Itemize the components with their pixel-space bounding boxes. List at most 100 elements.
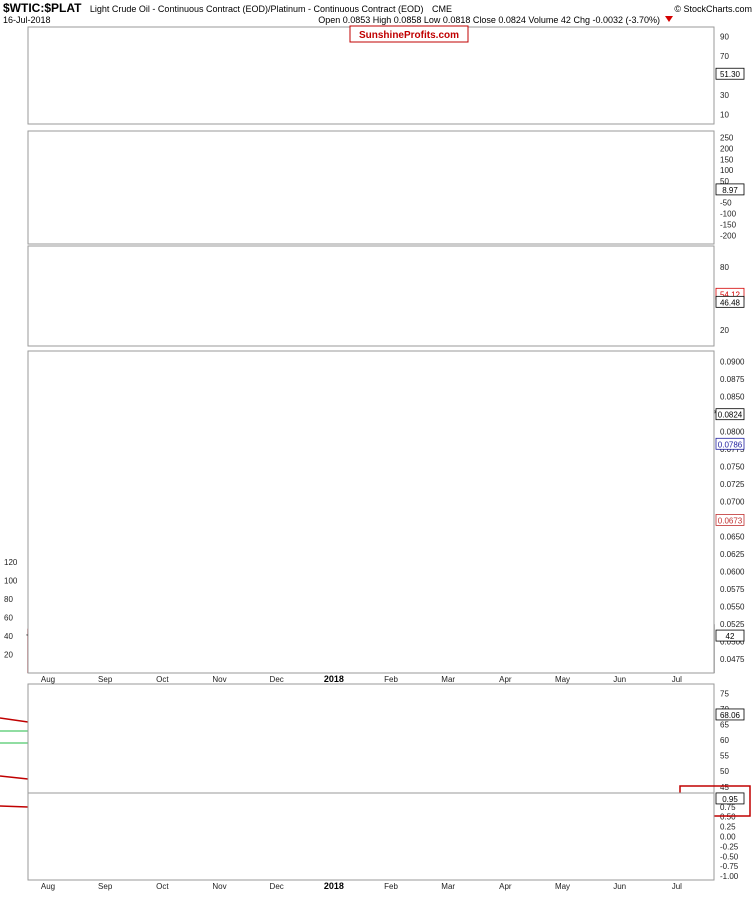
x-tick-label: 2018	[324, 881, 344, 891]
price-y-tick: 0.0575	[720, 585, 745, 594]
x-tick-label: Aug	[41, 675, 55, 684]
price-y-tick: 0.0750	[720, 463, 745, 472]
sto-y-tick: 80	[720, 263, 729, 272]
ma200-badge: 0.0673	[715, 514, 745, 526]
price-last-badge: 0.0824	[715, 408, 745, 421]
left-trend-red	[0, 717, 29, 723]
rsi-y-tick: 90	[720, 33, 729, 42]
x-tick-label: Jun	[613, 675, 626, 684]
volume-badge-box	[715, 629, 745, 642]
rsi-last-badge-box	[715, 67, 745, 80]
cci-y-tick: -200	[720, 231, 737, 240]
ma200-badge-box	[715, 514, 745, 526]
corr-y-tick: -0.25	[720, 842, 739, 851]
chart-header: $WTIC:$PLAT Light Crude Oil - Continuous…	[3, 0, 752, 25]
corr-last-badge: 0.95	[715, 792, 745, 805]
cci-last-badge-box	[715, 183, 745, 196]
x-tick-label: Sep	[98, 882, 113, 891]
x-tick-label: Sep	[98, 675, 113, 684]
wtic-panel-frame	[27, 683, 715, 794]
wtic-y-tick: 65	[720, 720, 729, 729]
cci-y-tick: -50	[720, 199, 732, 208]
x-tick-label: Aug	[41, 882, 55, 891]
price-y-tick: 0.0725	[720, 480, 745, 489]
price-y-tick: 0.0650	[720, 533, 745, 542]
symbol-text: $WTIC:$PLAT	[3, 1, 82, 15]
x-tick-label: May	[555, 882, 570, 891]
wtic-y-tick: 55	[720, 752, 729, 761]
volume-y-tick: 80	[4, 595, 13, 604]
sto-k-badge-text: 46.48	[720, 298, 741, 307]
price-y-tick: 0.0525	[720, 620, 745, 629]
cci-y-tick: 200	[720, 144, 734, 153]
ma200-badge-text: 0.0673	[718, 516, 743, 525]
x-axis-top: Aug Sep Oct Nov Dec 2018 Feb Mar Apr May Jun Jul	[41, 674, 682, 684]
sto-panel-frame	[27, 245, 715, 347]
triangle-down-icon	[665, 16, 673, 22]
chart-symbol: $WTIC:$PLAT Light Crude Oil - Continuous…	[3, 0, 452, 16]
panels: 9070503010RSI(14) 51.3051.30250200150100…	[0, 26, 751, 891]
x-tick-label: Jul	[672, 882, 682, 891]
cci-panel-frame	[27, 130, 715, 245]
rsi-last-badge-text: 51.30	[720, 70, 741, 79]
rsi-y-tick: 70	[720, 52, 729, 61]
price-y-tick: 0.0850	[720, 393, 745, 402]
price-y-tick: 0.0625	[720, 550, 745, 559]
volume-badge-text: 42	[726, 632, 735, 641]
cci-y-tick: -100	[720, 210, 737, 219]
ma50-badge: 0.0786	[715, 437, 745, 450]
corr-y-tick: 0.25	[720, 823, 736, 832]
x-tick-label: Dec	[270, 882, 284, 891]
x-tick-label: Oct	[156, 882, 169, 891]
date-label: 16-Jul-2018	[3, 15, 51, 25]
brand-text: SunshineProfits.com	[359, 30, 459, 41]
corr-y-tick: 0.00	[720, 833, 736, 842]
cci-y-tick: 50	[720, 177, 729, 186]
wtic-y-tick: 75	[720, 689, 729, 698]
rsi-y-tick: 30	[720, 91, 729, 100]
price-y-tick: 0.0700	[720, 498, 745, 507]
wtic-y-tick: 45	[720, 783, 729, 792]
corr-last-badge-text: 0.95	[722, 795, 738, 804]
corr-y-tick: -1.00	[720, 872, 739, 881]
x-tick-label: 2018	[324, 674, 344, 684]
brand-box	[349, 25, 469, 43]
left-trend-red-2	[0, 775, 29, 780]
wtic-last-badge-box	[715, 708, 745, 721]
left-trend-red-3	[0, 805, 29, 808]
price-panel-frame	[27, 350, 715, 674]
rsi-last-badge: 51.30	[715, 67, 745, 80]
corr-y-tick: 0.75	[720, 803, 736, 812]
corr-y-tick: -0.75	[720, 862, 739, 871]
price-y-tick: 0.0600	[720, 568, 745, 577]
volume-y-tick: 20	[4, 651, 13, 660]
wtic-last-badge: 68.06	[715, 708, 745, 721]
credit-label: © StockCharts.com	[674, 4, 752, 14]
x-tick-label: Mar	[441, 882, 455, 891]
price-last-badge-box	[715, 408, 745, 421]
exchange-label: CME	[432, 4, 452, 14]
ma50-badge-box	[715, 437, 745, 450]
price-y-tick: 0.0800	[720, 428, 745, 437]
rsi-y-tick: 10	[720, 110, 729, 119]
corr-y-tick: -0.50	[720, 852, 739, 861]
cci-last-badge-text: 8.97	[722, 186, 738, 195]
sto-k-badge: 46.48	[715, 295, 745, 308]
ohlc-readout: Open 0.0853 High 0.0858 Low 0.0818 Close…	[318, 15, 660, 25]
sto-k-badge-box	[715, 295, 745, 308]
x-tick-label: Jun	[613, 882, 626, 891]
cci-y-tick: -150	[720, 220, 737, 229]
volume-y-tick: 40	[4, 632, 13, 641]
x-tick-label: Apr	[499, 675, 512, 684]
price-y-tick: 0.0475	[720, 655, 745, 664]
corr-panel-frame	[27, 792, 715, 881]
sto-d-badge-text: 54.12	[720, 290, 741, 299]
instrument-name: Light Crude Oil - Continuous Contract (E…	[90, 4, 424, 14]
sto-y-tick: 20	[720, 326, 729, 335]
price-y-tick: 0.0900	[720, 358, 745, 367]
volume-y-tick: 60	[4, 614, 13, 623]
cci-y-tick: 250	[720, 134, 734, 143]
x-axis-bottom: Aug Sep Oct Nov Dec 2018 Feb Mar Apr May Jun Jul	[41, 881, 682, 891]
price-y-tick: 0.0550	[720, 603, 745, 612]
x-tick-label: Feb	[384, 882, 398, 891]
